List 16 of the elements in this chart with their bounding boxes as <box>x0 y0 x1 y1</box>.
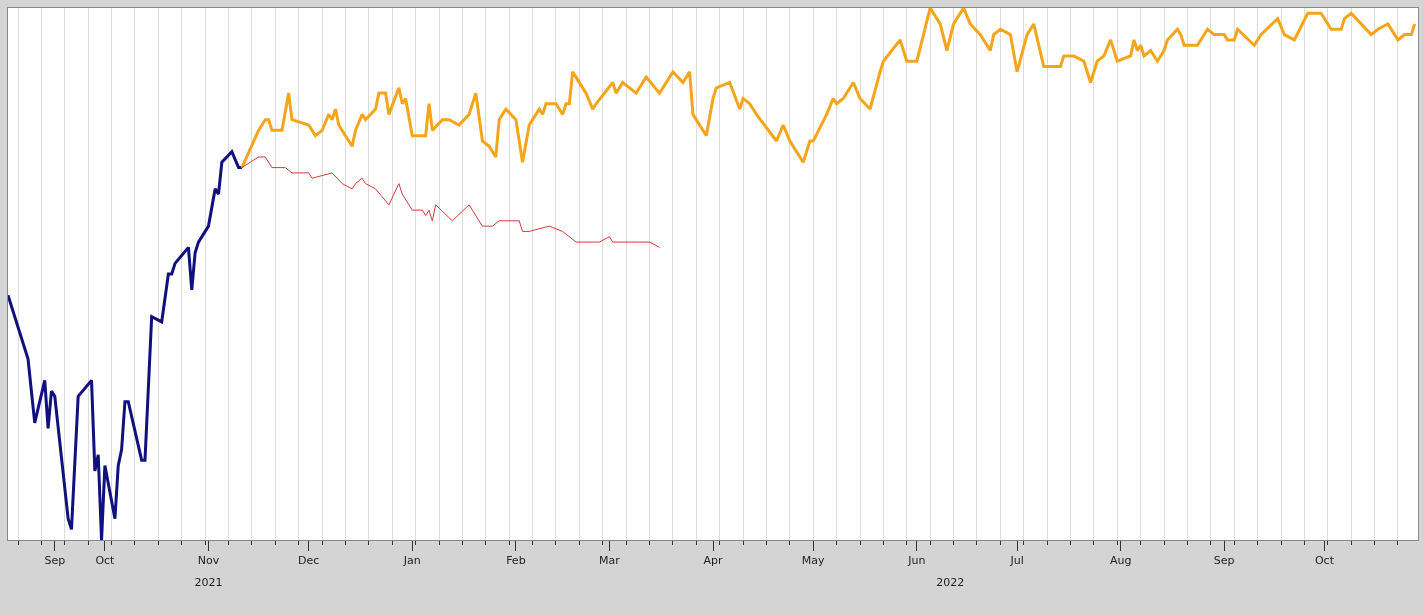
x-tick-label: Mar <box>599 554 621 568</box>
x-tick-label: Jun <box>907 554 926 568</box>
x-tick-label: Jan <box>402 554 421 568</box>
x2-tick-label: 2022 <box>936 576 965 589</box>
x-tick-label: Feb <box>506 554 526 568</box>
x-tick-label: Sep <box>44 554 66 568</box>
x-tick-label: Nov <box>197 554 220 568</box>
x-tick-label: Jul <box>1009 554 1024 568</box>
x-tick-label: Aug <box>1109 554 1132 568</box>
x-tick-label: Oct <box>1314 554 1335 568</box>
x2-tick-label: 2021 <box>194 576 223 589</box>
x-tick-label: Apr <box>703 554 723 568</box>
x-tick-label: Oct <box>95 554 116 568</box>
x-tick-label: Sep <box>1213 554 1235 568</box>
x-tick-label: May <box>801 554 826 568</box>
x-tick-label: Dec <box>298 554 320 568</box>
